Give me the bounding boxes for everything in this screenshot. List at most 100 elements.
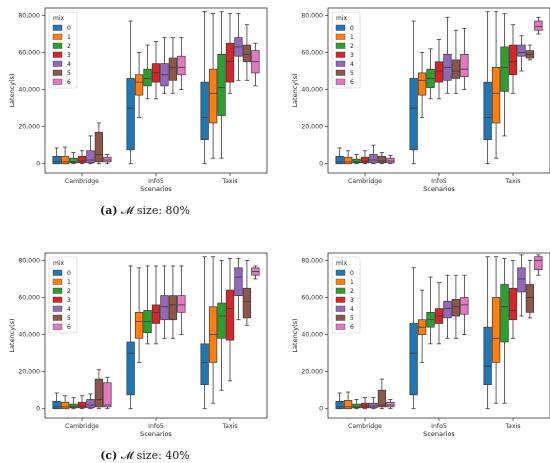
box-info5-mix-4 <box>443 16 452 94</box>
box-info5-mix-1 <box>134 267 144 363</box>
y-tick-label: 20,000 <box>301 369 323 376</box>
box-cambridge-mix-6 <box>386 154 395 165</box>
legend-swatch <box>52 24 63 31</box>
box-taxis-mix-3 <box>225 258 235 382</box>
box-taxis-mix-6 <box>534 16 543 35</box>
box-cambridge-mix-4 <box>86 393 95 410</box>
legend-label: 3 <box>350 52 354 59</box>
box-cambridge-mix-1 <box>343 150 353 165</box>
box-cambridge-mix-0 <box>335 147 344 165</box>
box-cambridge-mix-2 <box>69 397 78 410</box>
y-tick-label: 60,000 <box>18 294 40 301</box>
box-cambridge-mix-6 <box>386 399 395 410</box>
box-body <box>352 158 361 164</box>
x-tick-label: Cambridge <box>65 423 99 430</box>
box-body <box>443 300 452 319</box>
box-cambridge-mix-4 <box>369 144 378 165</box>
legend-label: 3 <box>350 297 354 304</box>
legend-swatch <box>335 278 346 285</box>
legend-label: 5 <box>67 70 71 77</box>
box-body <box>52 400 61 410</box>
box-body <box>103 382 112 408</box>
box-body <box>234 267 243 296</box>
caption-letter: (a) <box>100 204 118 217</box>
box-body <box>360 402 370 409</box>
legend-swatch <box>335 51 346 58</box>
legend-label: 3 <box>67 52 71 59</box>
box-body <box>94 378 104 408</box>
box-info5-mix-6 <box>460 274 469 335</box>
box-taxis-mix-4 <box>517 254 526 317</box>
box-info5-mix-0 <box>409 267 418 410</box>
box-cambridge-mix-2 <box>69 152 78 165</box>
box-taxis-mix-2 <box>500 13 509 137</box>
box-info5-mix-6 <box>177 37 186 90</box>
box-body <box>386 401 395 408</box>
box-taxis-mix-5 <box>242 260 252 326</box>
box-body <box>77 401 87 409</box>
box-body <box>225 289 235 341</box>
box-body <box>94 131 104 163</box>
box-body <box>343 156 353 165</box>
y-tick-label: 0 <box>319 406 323 413</box>
box-body <box>491 66 501 124</box>
box-info5-mix-3 <box>434 39 444 100</box>
legend-swatch <box>335 314 346 321</box>
box-taxis-mix-4 <box>234 258 243 321</box>
box-body <box>417 72 427 96</box>
legend-label: 4 <box>350 306 354 313</box>
box-body <box>534 256 543 271</box>
box-body <box>500 46 509 92</box>
y-tick-label: 80,000 <box>301 257 323 264</box>
y-tick-label: 60,000 <box>301 294 323 301</box>
box-body <box>483 81 492 140</box>
box-taxis-mix-6 <box>251 42 260 87</box>
legend-swatch <box>52 278 63 285</box>
box-info5-mix-1 <box>134 52 144 118</box>
x-tick-label: Taxis <box>504 423 520 430</box>
box-cambridge-mix-2 <box>352 399 361 410</box>
caption-text: 𝓜 size: 40% <box>117 449 189 462</box>
box-taxis-mix-1 <box>491 256 501 404</box>
box-taxis-mix-5 <box>242 24 252 81</box>
caption-text: 𝓜 size: 80% <box>118 204 190 217</box>
box-body <box>225 42 235 83</box>
box-body <box>352 403 361 409</box>
box-body <box>409 323 418 396</box>
legend-label: 1 <box>350 279 354 286</box>
box-info5-mix-2 <box>143 265 152 345</box>
box-body <box>377 155 387 164</box>
y-tick-label: 40,000 <box>18 87 40 94</box>
x-tick-label: Cambridge <box>348 423 382 430</box>
y-tick-label: 80,000 <box>18 12 40 19</box>
box-info5-mix-2 <box>426 48 435 100</box>
y-axis-label: Latency(s) <box>8 73 16 107</box>
box-taxis-mix-5 <box>525 44 535 61</box>
box-cambridge-mix-0 <box>335 392 344 410</box>
legend-title: mix <box>336 15 348 22</box>
box-info5-mix-4 <box>160 37 169 94</box>
box-body <box>508 44 518 76</box>
box-cambridge-mix-3 <box>77 150 87 165</box>
box-taxis-mix-3 <box>508 24 518 94</box>
chart-panel-1: 0 20,000 40,000 60,000 80,000 Latency(s) Cambr… <box>8 7 268 217</box>
box-taxis-mix-4 <box>517 35 526 72</box>
box-body <box>151 304 161 324</box>
box-body <box>177 295 186 313</box>
box-body <box>134 74 144 96</box>
y-tick-label: 40,000 <box>301 87 323 94</box>
legend-swatch <box>52 42 63 49</box>
box-taxis-mix-3 <box>225 13 235 94</box>
box-info5-mix-2 <box>426 276 435 345</box>
box-body <box>491 297 501 363</box>
box-cambridge-mix-5 <box>377 152 387 165</box>
legend-label: 3 <box>67 297 71 304</box>
legend-swatch <box>52 323 63 330</box>
box-body <box>335 400 344 410</box>
legend-swatch <box>335 60 346 67</box>
box-body <box>386 157 395 164</box>
box-info5-mix-1 <box>417 289 427 363</box>
box-cambridge-mix-4 <box>86 135 95 165</box>
